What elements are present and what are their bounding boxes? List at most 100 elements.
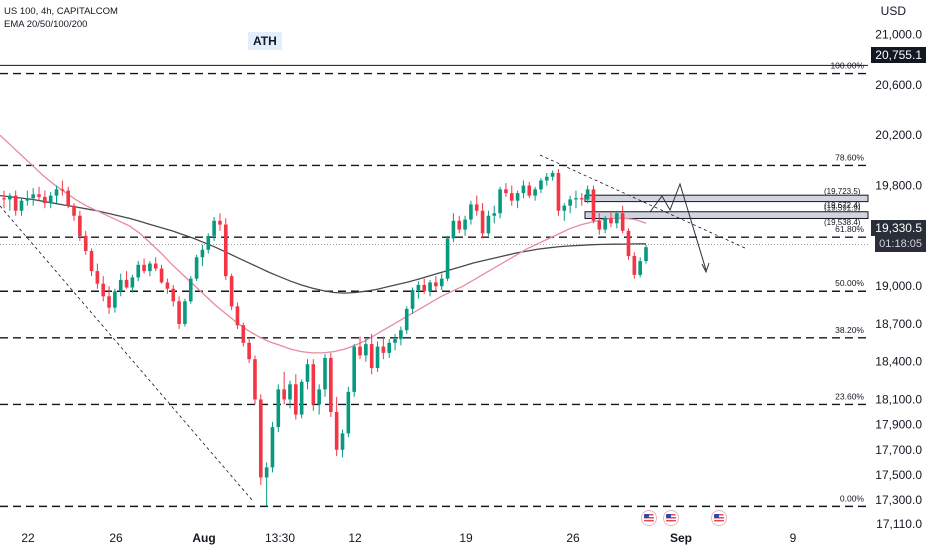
candle [247,339,251,363]
ema-lines [0,134,647,354]
candle-body [54,189,59,196]
candle [644,244,648,264]
price-tick-label: 19,000.0 [875,279,922,293]
candle-body [393,339,397,343]
candle-body [480,210,485,234]
candle [159,264,164,284]
candle-body [620,213,625,231]
zone-price-label: (19,591.9) [824,204,861,213]
candle-body [188,278,193,302]
price-tick-label: 21,000.0 [875,28,922,42]
candle-body [509,193,514,201]
candle [294,374,298,420]
candle-body [381,346,386,353]
candle [346,386,351,438]
candle-body [229,276,234,307]
candle [457,215,462,234]
candle [434,276,438,292]
candle-body [89,250,94,272]
candle [31,188,35,206]
candle-body [521,185,526,194]
candle-body [539,180,543,190]
us-calendar-event-icon[interactable] [641,510,657,526]
candle [270,422,275,473]
candle [130,274,135,293]
candle [218,213,222,231]
candle-body [550,172,555,177]
time-tick-label: 12 [348,531,362,545]
us-calendar-event-icon[interactable] [711,510,727,526]
candle-body [591,189,596,221]
candle-body [504,189,508,194]
candle [609,210,613,228]
candle [428,279,432,297]
candle [148,261,152,277]
zone-price-label: (19,538.4) [824,218,861,227]
candle-body [130,277,135,288]
candle-body [515,193,520,201]
candle-body [579,198,584,200]
candle-body [276,389,281,428]
candle-body [159,268,164,283]
candle-body [258,399,263,478]
price-tick-label: 17,700.0 [875,443,922,457]
candle-body [451,220,456,239]
candle-body [609,218,613,224]
candle [620,205,625,234]
currency-label: USD [880,4,906,18]
indicator-legend[interactable]: EMA 20/50/100/200 [4,19,88,30]
candle [352,344,356,397]
candle-body [235,306,240,326]
candle [282,371,286,405]
candle [311,359,316,411]
zone-price-label: (19,723.5) [824,187,861,196]
candle [153,257,158,272]
price-tick-label: 19,800.0 [875,179,922,193]
candle [410,287,415,314]
candle-body [340,433,345,450]
candle-body [615,213,619,224]
candle [504,183,508,197]
candle-body [399,330,403,340]
candle-body [60,189,65,191]
candle [404,306,409,335]
price-tick-label: 17,110.0 [876,517,922,531]
current-price-badge: 19,330.5 [871,220,926,236]
time-axis[interactable]: 22 26 Aug 13:30 12 19 26 Sep 9 [21,531,796,545]
ath-price-badge: 20,755.1 [871,47,926,63]
candle [521,180,526,199]
candle-body [375,346,380,368]
candle [469,200,473,225]
price-tick-label: 17,900.0 [875,418,922,432]
candle-body [352,346,356,392]
candle-body [101,283,106,297]
candle-body [153,263,158,269]
candle [544,172,549,186]
candle [498,186,502,219]
candle [264,462,269,507]
candle [60,180,65,196]
candle-body [2,198,6,200]
candle [632,252,637,279]
candle [223,218,228,280]
price-tick-label: 20,600.0 [875,78,922,92]
price-tick-label: 17,300.0 [875,493,922,507]
candle [107,286,111,314]
candle-body [241,325,246,343]
fibonacci-levels: 100.00%78.60%61.80%50.00%38.20%23.60%0.0… [0,61,868,508]
time-tick-label: 22 [21,531,35,545]
projection-arrow-head [701,262,710,274]
us-calendar-event-icon[interactable] [663,510,679,526]
candle [387,339,392,358]
candle-body [498,189,502,214]
time-tick-label: 26 [109,531,123,545]
price-axis[interactable]: 21,000.020,600.020,200.019,800.019,400.0… [875,28,922,531]
candle-body [603,218,607,230]
candle [258,394,263,485]
candle [550,170,555,181]
candle [113,288,117,313]
candle [480,203,485,239]
candle-body [83,235,88,251]
candle [101,276,106,302]
